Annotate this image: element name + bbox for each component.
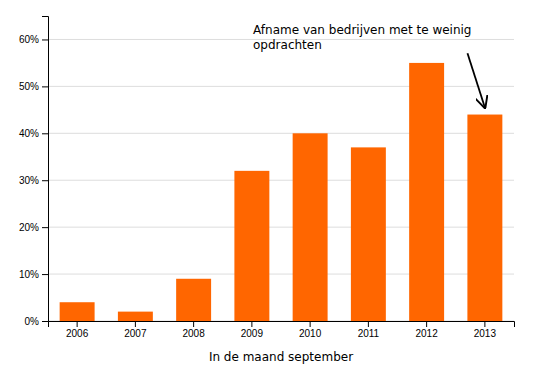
x-tick-mark bbox=[77, 321, 78, 327]
y-axis: 0% 10% 20% 30% 40% 50% 60% bbox=[19, 17, 49, 327]
y-tick: 20% bbox=[19, 222, 48, 233]
bar bbox=[293, 133, 328, 321]
bar bbox=[409, 63, 444, 321]
y-axis-line bbox=[42, 17, 49, 322]
grid bbox=[48, 39, 514, 321]
x-axis-title: In de maand september bbox=[209, 350, 353, 364]
x-tick-mark bbox=[251, 321, 252, 327]
x-tick-mark bbox=[484, 321, 485, 327]
annotation-text: Afname van bedrijven met te weinigopdrac… bbox=[253, 23, 471, 51]
x-tick-label: 2008 bbox=[183, 328, 206, 339]
x-tick: 2011 bbox=[358, 321, 380, 339]
x-tick-label: 2013 bbox=[474, 328, 497, 339]
x-tick-mark bbox=[310, 321, 311, 327]
y-tick: 40% bbox=[19, 128, 48, 139]
x-tick: 2010 bbox=[299, 321, 322, 339]
y-tick-mark bbox=[42, 227, 48, 228]
x-tick-label: 2006 bbox=[66, 328, 89, 339]
y-tick-mark bbox=[42, 180, 48, 181]
bar bbox=[467, 115, 502, 321]
y-tick: 50% bbox=[19, 81, 48, 92]
y-tick: 60% bbox=[19, 34, 48, 45]
x-tick: 2006 bbox=[66, 321, 89, 339]
annotation-line: opdrachten bbox=[253, 37, 322, 51]
y-tick-label: 50% bbox=[19, 81, 39, 92]
x-tick-mark bbox=[193, 321, 194, 327]
annotation-line: Afname van bedrijven met te weinig bbox=[253, 23, 471, 37]
bar bbox=[60, 302, 95, 321]
y-tick-label: 30% bbox=[19, 175, 39, 186]
y-tick-mark bbox=[42, 86, 48, 87]
y-tick-label: 20% bbox=[19, 222, 39, 233]
y-tick-label: 10% bbox=[19, 269, 39, 280]
y-tick: 30% bbox=[19, 175, 48, 186]
x-tick-mark bbox=[135, 321, 136, 327]
bar bbox=[176, 279, 211, 321]
y-tick: 0% bbox=[25, 316, 48, 327]
annotation: Afname van bedrijven met te weinigopdrac… bbox=[253, 23, 485, 108]
annotation-arrow bbox=[467, 53, 484, 107]
x-tick-label: 2007 bbox=[124, 328, 147, 339]
y-tick-label: 0% bbox=[25, 316, 40, 327]
x-axis: 2006 2007 2008 2009 2010 2011 2012 2013 bbox=[49, 321, 515, 339]
plot: 0% 10% 20% 30% 40% 50% 60% 2006 2007 2008 2009 2010… bbox=[19, 17, 515, 340]
y-tick-mark bbox=[42, 133, 48, 134]
y-tick-mark bbox=[42, 321, 48, 322]
x-tick-label: 2012 bbox=[416, 328, 439, 339]
x-tick-label: 2011 bbox=[358, 328, 380, 339]
x-tick: 2008 bbox=[183, 321, 206, 339]
x-tick: 2009 bbox=[241, 321, 264, 339]
x-axis-line bbox=[49, 322, 515, 328]
x-tick: 2013 bbox=[474, 321, 497, 339]
x-tick-label: 2009 bbox=[241, 328, 264, 339]
y-tick: 10% bbox=[19, 269, 48, 280]
x-tick-mark bbox=[368, 321, 369, 327]
x-tick-label: 2010 bbox=[299, 328, 322, 339]
y-tick-label: 40% bbox=[19, 128, 39, 139]
x-tick: 2012 bbox=[416, 321, 439, 339]
x-tick: 2007 bbox=[124, 321, 147, 339]
bar bbox=[234, 171, 269, 321]
chart-svg: 0% 10% 20% 30% 40% 50% 60% 2006 2007 2008 2009 2010… bbox=[0, 0, 534, 373]
x-tick-mark bbox=[426, 321, 427, 327]
y-tick-label: 60% bbox=[19, 34, 39, 45]
bar bbox=[351, 147, 386, 321]
y-tick-mark bbox=[42, 274, 48, 275]
bars bbox=[60, 63, 503, 321]
y-tick-mark bbox=[42, 39, 48, 40]
bar bbox=[118, 312, 153, 321]
